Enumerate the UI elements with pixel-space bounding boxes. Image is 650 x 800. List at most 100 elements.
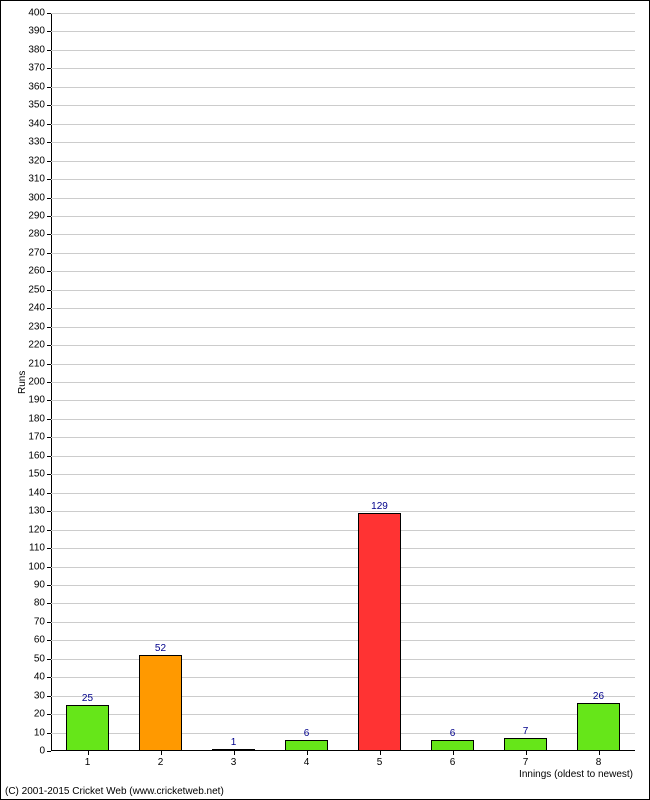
gridline [51,271,635,272]
y-tick-label: 160 [28,450,45,461]
y-tick-mark [47,234,51,235]
x-tick-label: 3 [231,757,237,768]
y-tick-label: 310 [28,174,45,185]
y-tick-mark [47,31,51,32]
x-tick-label: 5 [377,757,383,768]
y-tick-mark [47,290,51,291]
y-tick-mark [47,603,51,604]
y-tick-label: 250 [28,284,45,295]
gridline [51,456,635,457]
bar-value-label: 7 [523,726,529,737]
x-tick-label: 1 [85,757,91,768]
y-tick-mark [47,530,51,531]
y-tick-label: 260 [28,266,45,277]
bar-value-label: 6 [450,728,456,739]
x-tick-mark [88,751,89,755]
gridline [51,511,635,512]
y-tick-label: 350 [28,100,45,111]
bar-value-label: 26 [593,691,604,702]
x-tick-mark [453,751,454,755]
bar: 129 [358,513,402,751]
y-tick-label: 200 [28,377,45,388]
y-tick-label: 270 [28,247,45,258]
gridline [51,161,635,162]
bar: 52 [139,655,183,751]
y-tick-mark [47,345,51,346]
y-tick-label: 360 [28,81,45,92]
gridline [51,124,635,125]
y-tick-mark [47,751,51,752]
y-tick-mark [47,493,51,494]
y-tick-mark [47,474,51,475]
y-tick-mark [47,511,51,512]
y-tick-mark [47,714,51,715]
gridline [51,400,635,401]
y-axis-title: Runs [17,371,28,394]
y-tick-label: 140 [28,487,45,498]
y-tick-mark [47,87,51,88]
y-tick-mark [47,364,51,365]
y-tick-label: 50 [34,653,45,664]
chart-frame: 0102030405060708090100110120130140150160… [0,0,650,800]
gridline [51,87,635,88]
gridline [51,308,635,309]
y-tick-label: 0 [39,746,45,757]
bar: 6 [285,740,329,751]
y-tick-label: 60 [34,635,45,646]
y-tick-label: 20 [34,709,45,720]
bar: 25 [66,705,110,751]
gridline [51,622,635,623]
x-tick-label: 4 [304,757,310,768]
gridline [51,105,635,106]
y-tick-mark [47,105,51,106]
y-tick-mark [47,142,51,143]
bar-value-label: 6 [304,728,310,739]
y-tick-mark [47,437,51,438]
x-tick-label: 8 [596,757,602,768]
y-tick-label: 240 [28,303,45,314]
bar: 26 [577,703,621,751]
gridline [51,345,635,346]
y-tick-label: 280 [28,229,45,240]
y-tick-label: 130 [28,506,45,517]
gridline [51,382,635,383]
gridline [51,13,635,14]
y-tick-label: 390 [28,26,45,37]
plot-area: 0102030405060708090100110120130140150160… [51,13,635,751]
y-tick-label: 180 [28,413,45,424]
gridline [51,437,635,438]
y-tick-mark [47,179,51,180]
y-tick-mark [47,733,51,734]
y-tick-mark [47,548,51,549]
x-tick-mark [380,751,381,755]
y-tick-mark [47,68,51,69]
y-tick-label: 320 [28,155,45,166]
y-tick-label: 90 [34,579,45,590]
y-tick-label: 40 [34,672,45,683]
gridline [51,142,635,143]
gridline [51,419,635,420]
y-tick-mark [47,419,51,420]
bar-value-label: 1 [231,737,237,748]
y-tick-label: 30 [34,690,45,701]
gridline [51,327,635,328]
x-tick-label: 2 [158,757,164,768]
y-tick-mark [47,161,51,162]
y-tick-label: 210 [28,358,45,369]
y-tick-mark [47,253,51,254]
y-tick-mark [47,640,51,641]
x-tick-mark [234,751,235,755]
y-tick-mark [47,198,51,199]
gridline [51,253,635,254]
bar-value-label: 129 [371,501,388,512]
gridline [51,216,635,217]
y-tick-label: 80 [34,598,45,609]
gridline [51,603,635,604]
x-tick-mark [307,751,308,755]
gridline [51,474,635,475]
gridline [51,31,635,32]
footer-copyright: (C) 2001-2015 Cricket Web (www.cricketwe… [5,786,224,797]
y-tick-mark [47,13,51,14]
y-tick-mark [47,271,51,272]
y-tick-label: 150 [28,469,45,480]
